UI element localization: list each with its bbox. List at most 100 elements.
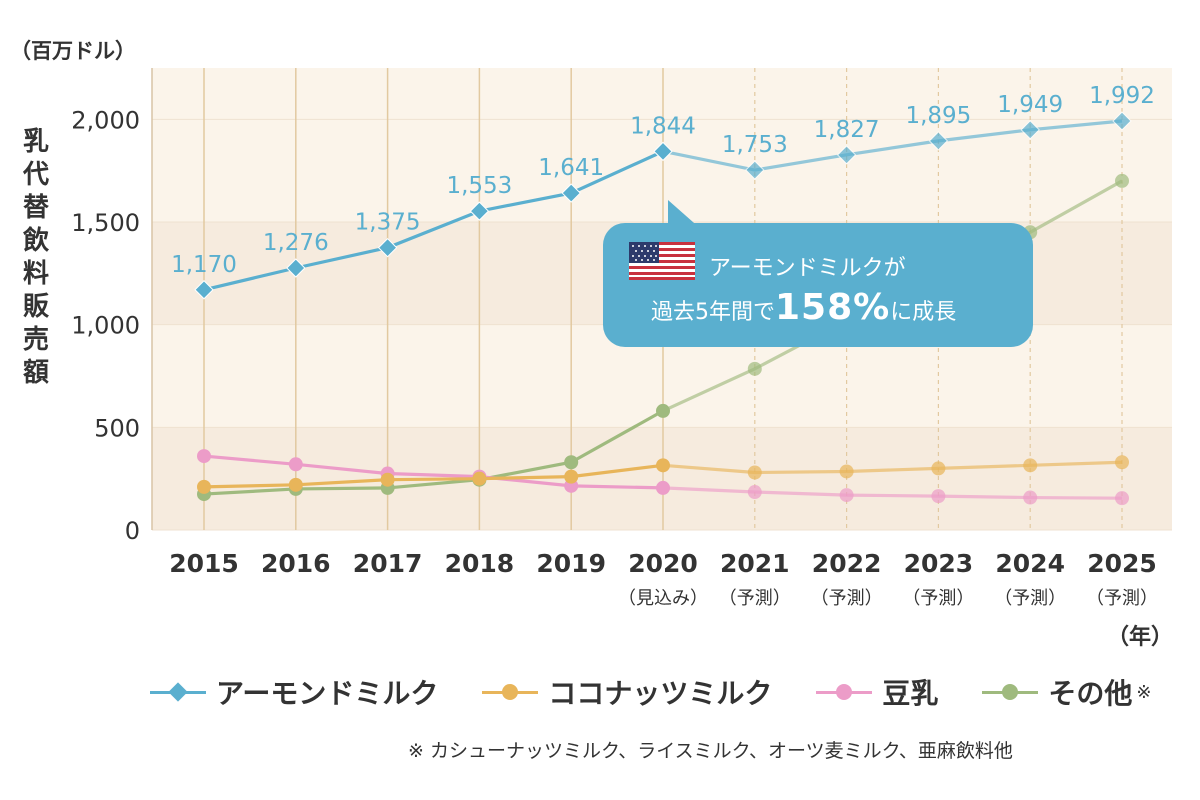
series-point-0 xyxy=(377,237,398,258)
series-line-2 xyxy=(203,454,664,490)
x-tick-label: 2025 xyxy=(1087,549,1157,578)
series-point-2 xyxy=(747,485,762,500)
x-unit-label: （年） xyxy=(1107,624,1173,650)
x-tick-label: 2020 xyxy=(628,549,698,578)
data-label: 1,895 xyxy=(905,103,971,129)
series-point-2 xyxy=(931,489,946,504)
series-point-0 xyxy=(928,131,949,151)
series-point-3 xyxy=(1115,173,1129,188)
data-label: 1,827 xyxy=(814,117,880,143)
series-point-0 xyxy=(1020,120,1040,140)
series-point-2 xyxy=(1115,491,1129,506)
series-point-2 xyxy=(656,480,670,495)
callout-suffix: に成長 xyxy=(890,300,957,325)
x-tick-label: 2019 xyxy=(536,549,606,578)
y-axis-label: 乳代替飲料販売額 xyxy=(22,127,50,388)
plot-band xyxy=(152,427,1172,530)
x-tick-label: 2021 xyxy=(720,549,790,578)
series-point-2 xyxy=(1023,490,1038,505)
callout-growth-value: 158% xyxy=(775,287,891,328)
series-forecast-line-0 xyxy=(662,119,1123,172)
x-tick-label: 2017 xyxy=(353,549,423,578)
data-label: 1,276 xyxy=(263,230,329,256)
series-point-0 xyxy=(194,280,214,300)
series-line-0 xyxy=(203,149,664,292)
legend-item-coconut: ココナッツミルク xyxy=(482,672,772,712)
callout-prefix: 過去5年間で xyxy=(651,300,775,325)
data-label: 1,641 xyxy=(538,155,604,181)
legend-marker-other xyxy=(982,682,1039,702)
series-point-1 xyxy=(288,477,303,492)
callout-line1: アーモンドミルクが xyxy=(709,256,906,281)
series-point-1 xyxy=(564,469,579,484)
series-point-2 xyxy=(839,488,854,503)
x-tick-sublabel: （予測） xyxy=(994,588,1066,609)
series-point-0 xyxy=(286,258,306,278)
series-forecast-line-2 xyxy=(662,486,1123,500)
series-point-3 xyxy=(656,403,670,418)
x-tick-label: 2018 xyxy=(445,549,515,578)
x-tick-label: 2016 xyxy=(261,549,331,578)
y-tick-label: 0 xyxy=(125,517,140,545)
x-tick-sublabel: （予測） xyxy=(719,588,791,609)
us-flag-icon xyxy=(629,242,695,280)
legend-marker-coconut xyxy=(482,682,539,702)
series-point-3 xyxy=(564,455,579,470)
series-point-1 xyxy=(1115,455,1129,470)
chart-legend: アーモンドミルク ココナッツミルク 豆乳 その他 ※ xyxy=(150,672,1195,712)
data-label: 1,844 xyxy=(630,113,696,139)
legend-label-other: その他 xyxy=(1048,677,1133,710)
series-point-2 xyxy=(288,457,303,472)
legend-note-mark: ※ xyxy=(1136,681,1152,703)
series-point-1 xyxy=(472,471,487,486)
y-tick-label: 1,000 xyxy=(71,312,140,340)
series-point-3 xyxy=(747,361,762,376)
series-point-0 xyxy=(745,160,765,180)
series-point-1 xyxy=(747,465,762,480)
legend-marker-soy xyxy=(816,682,873,702)
y-tick-label: 1,500 xyxy=(71,209,140,237)
series-point-0 xyxy=(561,183,581,203)
series-point-0 xyxy=(653,141,673,162)
series-point-0 xyxy=(1112,111,1132,131)
x-tick-label: 2022 xyxy=(812,549,882,578)
series-point-0 xyxy=(836,145,857,165)
series-forecast-line-1 xyxy=(662,460,1123,475)
legend-item-soy: 豆乳 xyxy=(816,672,938,712)
legend-marker-almond xyxy=(150,682,206,702)
x-tick-sublabel: （予測） xyxy=(811,588,883,609)
footnote: ※ カシューナッツミルク、ライスミルク、オーツ麦ミルク、亜麻飲料他 xyxy=(408,740,1013,762)
legend-label-coconut: ココナッツミルク xyxy=(548,677,773,710)
x-tick-label: 2023 xyxy=(904,549,974,578)
x-tick-label: 2024 xyxy=(995,549,1065,578)
data-label: 1,753 xyxy=(722,132,788,158)
x-tick-sublabel: （見込み） xyxy=(618,588,708,609)
x-tick-label: 2015 xyxy=(169,549,239,578)
legend-item-other: その他 ※ xyxy=(982,672,1151,712)
data-label: 1,992 xyxy=(1089,83,1155,109)
x-tick-sublabel: （予測） xyxy=(1086,588,1158,609)
y-tick-label: 500 xyxy=(94,414,140,442)
series-point-1 xyxy=(931,461,946,476)
legend-item-almond: アーモンドミルク xyxy=(150,672,438,712)
data-label: 1,949 xyxy=(997,92,1063,118)
callout-line2: 過去5年間で158%に成長 xyxy=(651,287,956,328)
series-point-1 xyxy=(380,472,395,487)
series-point-1 xyxy=(839,464,854,479)
legend-label-almond: アーモンドミルク xyxy=(216,677,439,710)
series-line-1 xyxy=(203,463,664,489)
series-point-2 xyxy=(197,449,211,464)
series-point-1 xyxy=(197,479,211,494)
x-tick-sublabel: （予測） xyxy=(902,588,974,609)
data-label: 1,170 xyxy=(171,252,237,278)
legend-label-soy: 豆乳 xyxy=(882,677,939,710)
data-label: 1,375 xyxy=(355,210,421,236)
data-label: 1,553 xyxy=(446,173,512,199)
growth-callout: アーモンドミルクが 過去5年間で158%に成長 xyxy=(603,223,1033,347)
series-point-1 xyxy=(1023,458,1038,473)
y-unit-label: （百万ドル） xyxy=(10,39,136,63)
series-point-1 xyxy=(656,458,670,473)
series-line-3 xyxy=(203,409,664,496)
y-tick-label: 2,000 xyxy=(71,106,140,134)
series-point-0 xyxy=(469,201,490,221)
